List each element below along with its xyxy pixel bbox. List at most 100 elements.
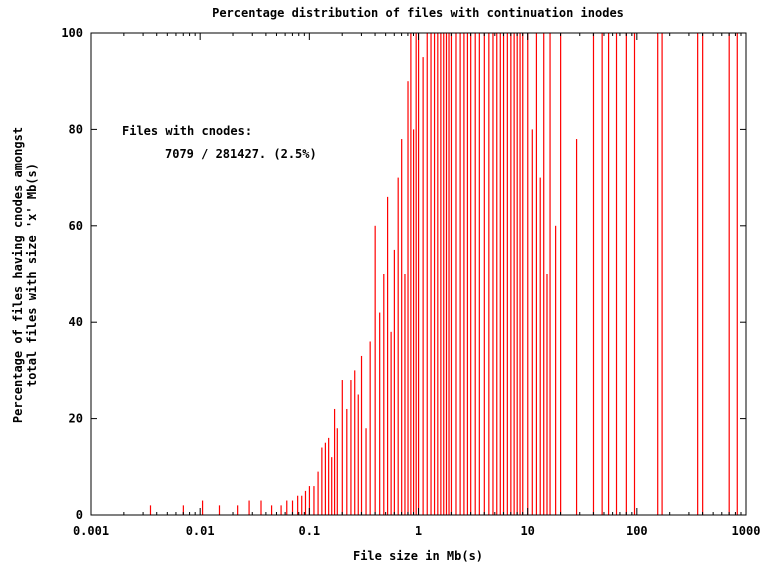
bar [365, 428, 367, 515]
bar [418, 33, 420, 515]
bar [443, 33, 445, 515]
bar [615, 33, 618, 515]
bar [336, 428, 338, 515]
y-tick-label: 80 [69, 122, 83, 136]
bar [415, 33, 417, 515]
bar [728, 33, 730, 515]
chart-title: Percentage distribution of files with co… [212, 6, 624, 20]
y-tick-label: 20 [69, 412, 83, 426]
bar [560, 33, 562, 515]
bar [328, 437, 330, 515]
bar [313, 486, 315, 515]
bar [149, 505, 152, 515]
bar [543, 33, 545, 515]
bar [513, 33, 515, 515]
bar [555, 225, 557, 516]
bar [625, 33, 627, 515]
bar [248, 500, 250, 515]
bar [506, 33, 508, 515]
y-axis-label-line-1: Percentage of files having cnodes amongs… [11, 127, 25, 423]
bar [397, 177, 399, 515]
y-axis-label-line-2: total files with size 'x' Mb(s) [25, 163, 39, 387]
bar [510, 33, 512, 515]
bar [407, 81, 409, 515]
bar [661, 33, 663, 515]
bar [401, 139, 403, 516]
bar [697, 33, 699, 515]
bar [478, 33, 480, 515]
x-tick-label: 100 [626, 524, 648, 538]
bar [374, 225, 376, 516]
x-tick-label: 0.1 [298, 524, 320, 538]
bar [369, 341, 371, 515]
bar [304, 490, 307, 515]
bar [535, 33, 538, 515]
bar-series [149, 33, 738, 516]
bar [474, 33, 476, 515]
bar [413, 129, 415, 515]
bar [350, 380, 352, 515]
bar [445, 33, 448, 515]
bar [450, 33, 453, 515]
x-tick-label: 0.01 [186, 524, 215, 538]
bar [633, 33, 636, 515]
bar [333, 408, 336, 515]
bar [492, 33, 494, 515]
bar [499, 33, 501, 515]
bar [201, 500, 204, 515]
bar [321, 447, 323, 515]
bar [539, 177, 541, 515]
bar [291, 500, 294, 515]
bar [331, 457, 333, 515]
bar [404, 274, 406, 515]
bar [297, 495, 299, 515]
bar [426, 33, 428, 515]
bar [430, 33, 432, 515]
bar [488, 33, 490, 515]
bar [448, 33, 450, 515]
bar [422, 57, 424, 515]
y-tick-label: 40 [69, 315, 83, 329]
y-axis-label-group: Percentage of files having cnodes amongs… [11, 127, 39, 423]
bar [182, 505, 184, 515]
x-tick-label: 1000 [732, 524, 761, 538]
bar [280, 505, 282, 515]
bar [496, 33, 498, 515]
bar [466, 33, 469, 515]
bar [592, 33, 595, 515]
y-tick-label: 0 [76, 508, 83, 522]
bar [324, 442, 326, 515]
bar [483, 33, 485, 515]
tick-labels: 0 20 40 60 80 100 0.001 0.01 0.1 1 10 100 1000 [61, 26, 760, 538]
bar [393, 249, 395, 515]
bar [455, 33, 457, 515]
bar [549, 33, 551, 515]
bar [260, 500, 262, 515]
bar [341, 380, 343, 515]
axis-ticks [90, 32, 747, 516]
bar [357, 394, 359, 515]
bar [546, 274, 548, 515]
bar [379, 312, 381, 515]
bar [531, 129, 533, 515]
bar [410, 33, 412, 515]
bar [527, 33, 529, 515]
x-tick-label: 1 [415, 524, 422, 538]
bar [317, 471, 319, 515]
bar [702, 33, 704, 515]
y-tick-label: 100 [61, 26, 83, 40]
bar [286, 500, 288, 515]
bar [736, 33, 738, 515]
bar [390, 331, 392, 515]
bar [354, 370, 356, 515]
bar [387, 196, 389, 515]
bar [470, 33, 472, 515]
bar [301, 495, 303, 515]
bar [360, 355, 363, 515]
bar [440, 33, 442, 515]
bar [346, 408, 348, 515]
bar [516, 33, 518, 515]
bar [463, 33, 465, 515]
x-tick-label: 0.001 [73, 524, 109, 538]
